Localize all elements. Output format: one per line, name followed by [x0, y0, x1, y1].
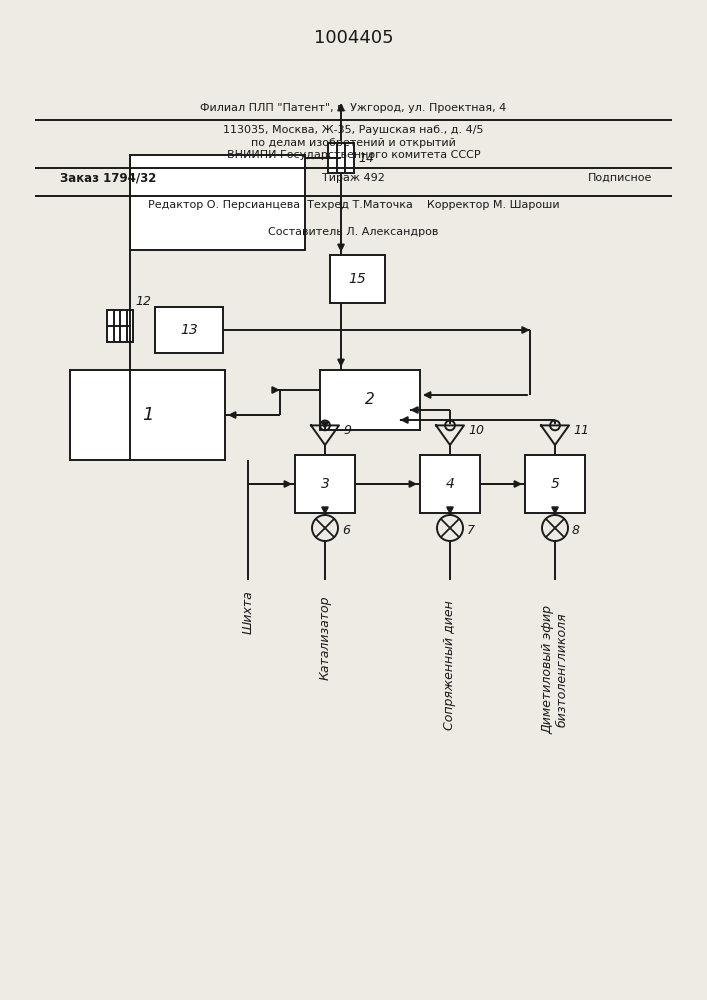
- Text: Редактор О. Персианцева  Техред Т.Маточка    Корректор М. Шароши: Редактор О. Персианцева Техред Т.Маточка…: [148, 200, 559, 210]
- Bar: [130, 155, 305, 250]
- Text: 14: 14: [358, 151, 374, 164]
- Text: 9: 9: [343, 424, 351, 436]
- Text: 10: 10: [468, 424, 484, 436]
- Text: Заказ 1794/32: Заказ 1794/32: [60, 172, 156, 184]
- Bar: [525, 455, 585, 513]
- Text: Подписное: Подписное: [588, 173, 652, 183]
- Text: 11: 11: [573, 424, 589, 436]
- Text: 1004405: 1004405: [314, 29, 393, 47]
- Text: Шихта: Шихта: [242, 590, 255, 634]
- Bar: [330, 255, 385, 303]
- Text: Составитель Л. Александров: Составитель Л. Александров: [269, 227, 438, 237]
- Bar: [420, 455, 480, 513]
- Bar: [328, 143, 354, 173]
- Bar: [155, 307, 223, 353]
- Text: 12: 12: [135, 295, 151, 308]
- Text: Катализатор: Катализатор: [318, 595, 332, 680]
- Text: 5: 5: [551, 477, 559, 491]
- Bar: [320, 370, 420, 430]
- Bar: [70, 370, 225, 460]
- Text: Филиал ПЛП "Патент", г. Ужгород, ул. Проектная, 4: Филиал ПЛП "Патент", г. Ужгород, ул. Про…: [200, 103, 507, 113]
- Text: 4: 4: [445, 477, 455, 491]
- Text: 8: 8: [572, 524, 580, 536]
- Bar: [107, 310, 133, 342]
- Text: 7: 7: [467, 524, 475, 536]
- Text: 1: 1: [141, 406, 153, 424]
- Text: Диметиловый эфир
бизтоленгликоля: Диметиловый эфир бизтоленгликоля: [541, 605, 569, 734]
- Bar: [295, 455, 355, 513]
- Text: 2: 2: [365, 392, 375, 408]
- Text: 113035, Москва, Ж-35, Раушская наб., д. 4/5: 113035, Москва, Ж-35, Раушская наб., д. …: [223, 125, 484, 135]
- Text: Тираж 492: Тираж 492: [322, 173, 385, 183]
- Text: по делам изобретений и открытий: по делам изобретений и открытий: [251, 138, 456, 148]
- Text: Сопряженный диен: Сопряженный диен: [443, 600, 457, 730]
- Text: 15: 15: [349, 272, 366, 286]
- Text: 6: 6: [342, 524, 350, 536]
- Text: 13: 13: [180, 323, 198, 337]
- Text: ВНИИПИ Государственного комитета СССР: ВНИИПИ Государственного комитета СССР: [227, 150, 480, 160]
- Text: 3: 3: [320, 477, 329, 491]
